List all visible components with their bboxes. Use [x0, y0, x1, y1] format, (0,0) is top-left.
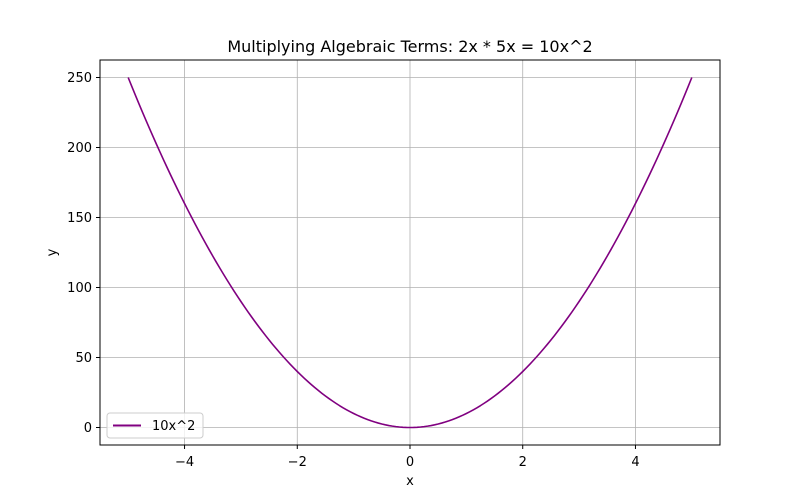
- x-axis-label: x: [406, 474, 414, 489]
- x-tick-label: −2: [288, 455, 307, 470]
- y-tick-label: 150: [67, 211, 92, 226]
- y-tick-label: 100: [67, 281, 92, 296]
- x-tick-label: −4: [175, 455, 194, 470]
- grid: [100, 60, 720, 445]
- y-tick-label: 200: [67, 141, 92, 156]
- x-tick-label: 4: [631, 455, 639, 470]
- series-group: [127, 77, 693, 429]
- y-tick-label: 0: [84, 421, 92, 436]
- y-tick-label: 50: [75, 351, 92, 366]
- legend-label: 10x^2: [152, 419, 195, 434]
- legend-box: [106, 412, 204, 439]
- x-axis-ticks: −4 −2 0 2 4: [175, 445, 640, 470]
- x-tick-label: 2: [519, 455, 527, 470]
- x-tick-label: 0: [406, 455, 414, 470]
- legend: 10x^2: [106, 412, 204, 439]
- series-line-10x2: [127, 77, 693, 429]
- chart-title: Multiplying Algebraic Terms: 2x * 5x = 1…: [227, 37, 592, 56]
- y-axis-label: y: [45, 248, 60, 256]
- y-axis-ticks: 0 50 100 150 200 250: [67, 71, 100, 436]
- y-tick-label: 250: [67, 71, 92, 86]
